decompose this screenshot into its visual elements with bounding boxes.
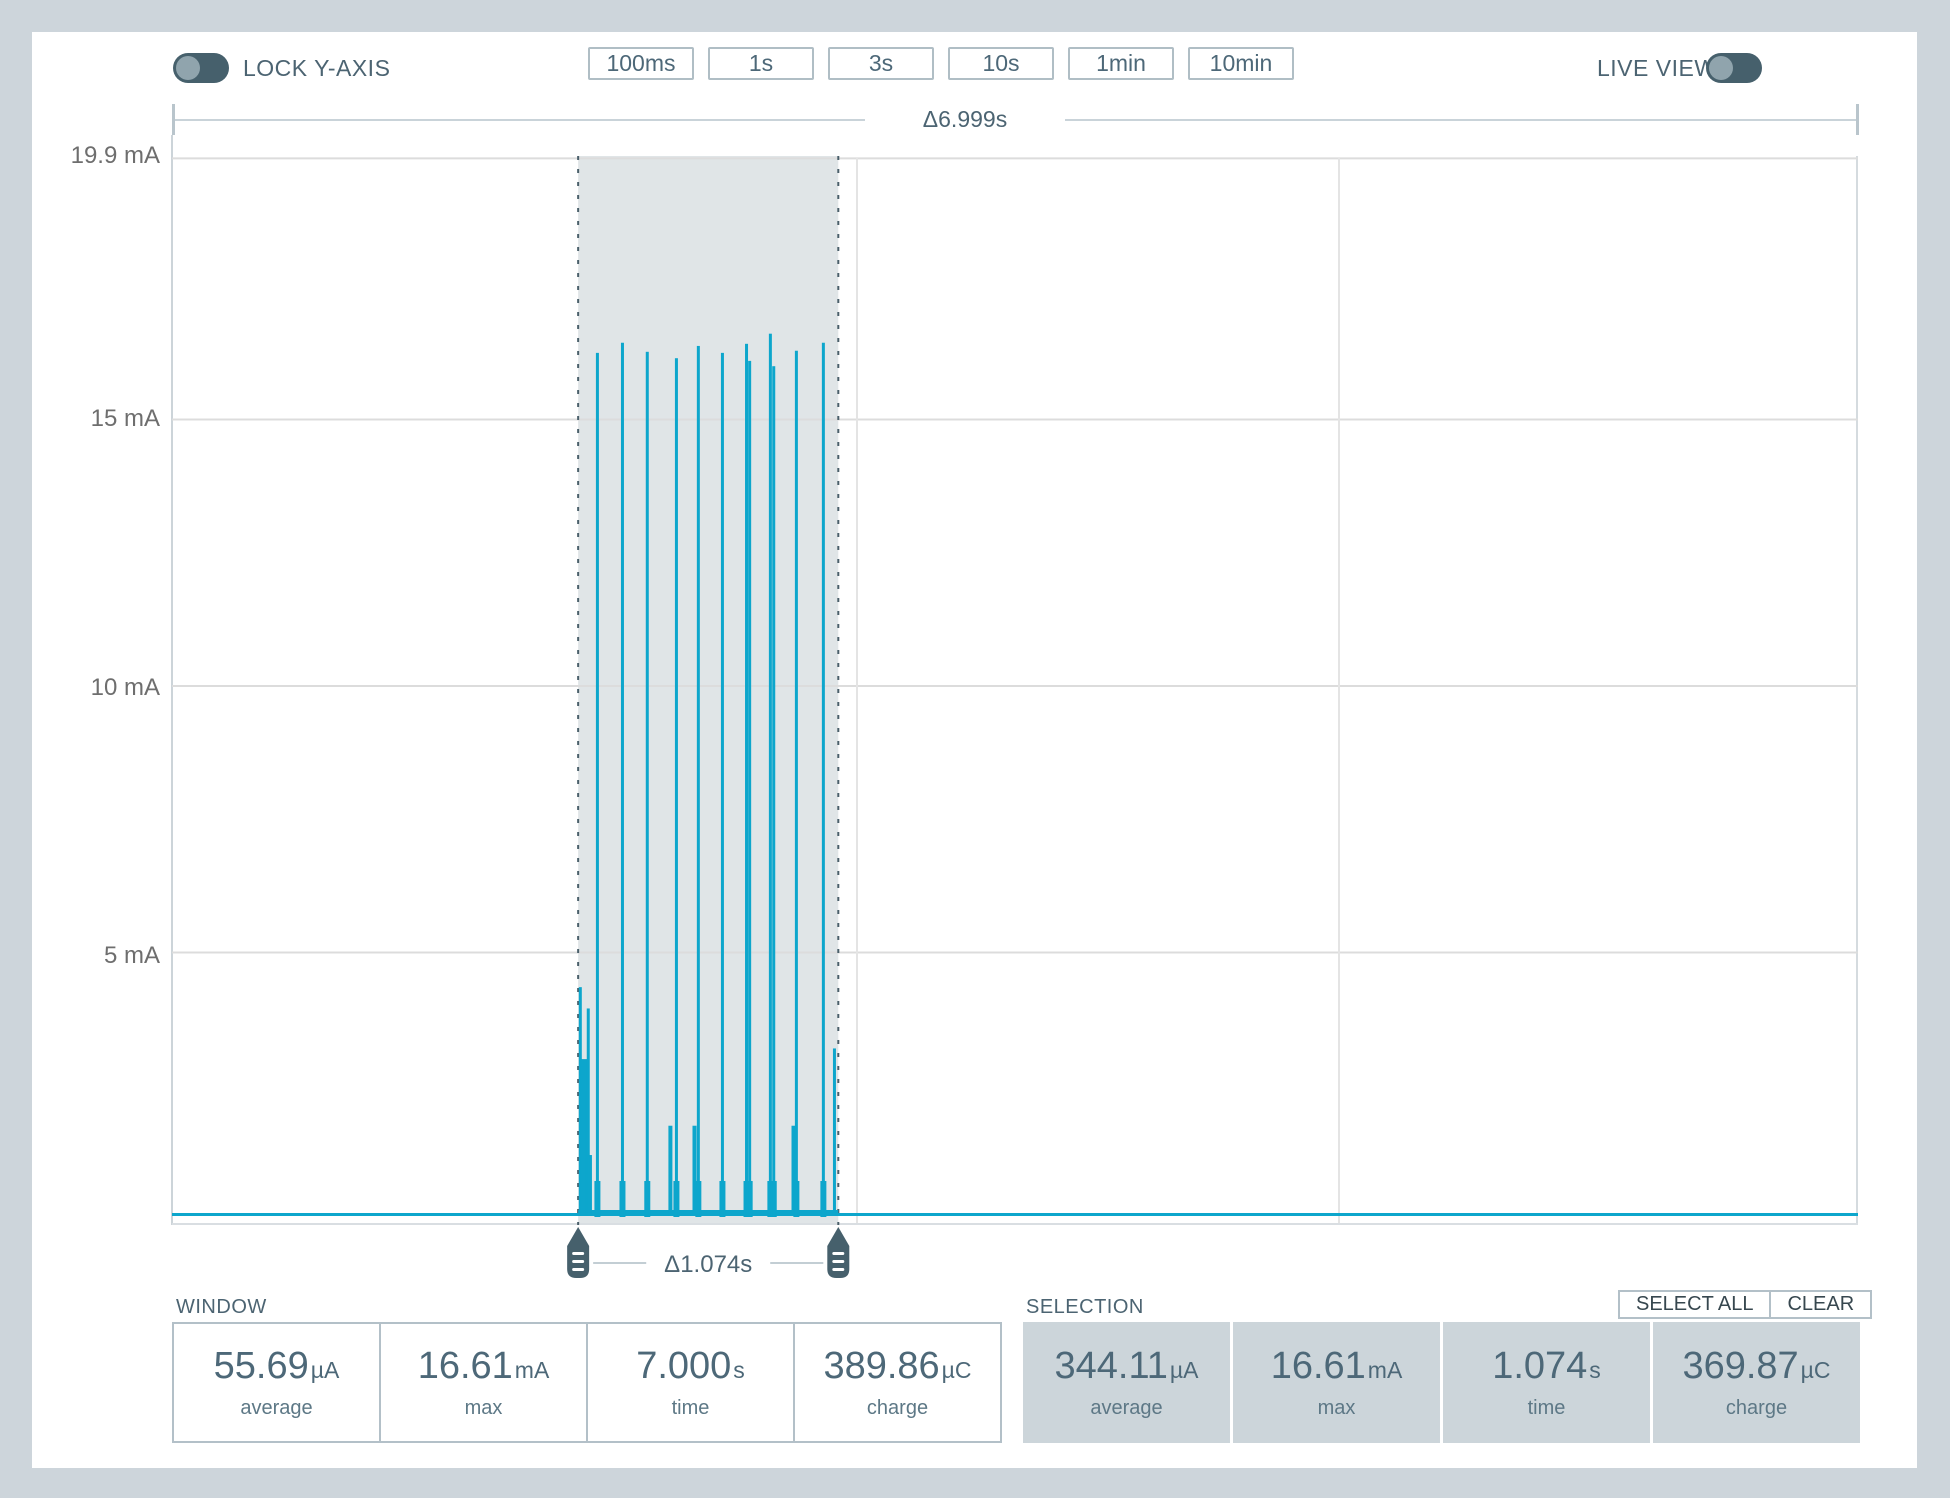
window-duration-buttons: 100ms 1s 3s 10s 1min 10min	[588, 47, 1294, 80]
stat-value: 55.69	[213, 1345, 309, 1387]
stat-unit: µA	[1169, 1357, 1199, 1383]
stat-value: 344.11	[1054, 1345, 1168, 1387]
window-button-10s[interactable]: 10s	[948, 47, 1054, 80]
stat-unit: µC	[941, 1357, 972, 1383]
stat-value: 7.000	[636, 1345, 732, 1387]
window-section-label: WINDOW	[176, 1296, 267, 1318]
handle-grip-line	[572, 1268, 585, 1271]
stat-label: average	[240, 1397, 313, 1419]
live-view-label: LIVE VIEW	[1597, 55, 1717, 81]
window-button-10min[interactable]: 10min	[1188, 47, 1294, 80]
handle-grip-line	[832, 1268, 845, 1271]
window-button-1min[interactable]: 1min	[1068, 47, 1174, 80]
y-tick-label-19-9ma: 19.9 mA	[70, 142, 160, 169]
current-spike	[696, 345, 700, 1216]
current-spike	[748, 360, 752, 1216]
y-tick-label-15ma: 15 mA	[90, 405, 160, 432]
y-axis-line	[171, 135, 173, 1225]
stat-unit: µA	[310, 1357, 340, 1383]
bracket-right-tick	[1856, 104, 1859, 135]
selection-action-buttons: SELECT ALL CLEAR	[1618, 1290, 1873, 1319]
stat-label: charge	[866, 1397, 929, 1419]
y-tick-label-10ma: 10 mA	[90, 674, 160, 701]
handle-grip-line	[832, 1260, 845, 1263]
window-delta-label: Δ6.999s	[865, 105, 1065, 134]
stat-value: 16.61	[1270, 1345, 1366, 1387]
window-button-3s[interactable]: 3s	[828, 47, 934, 80]
current-spike	[720, 352, 724, 1216]
current-spike	[791, 1125, 796, 1216]
stat-unit: s	[733, 1357, 745, 1383]
current-spike	[668, 1125, 673, 1216]
selection-region[interactable]	[578, 156, 839, 1225]
stat-unit: mA	[1367, 1357, 1403, 1383]
clear-button[interactable]: CLEAR	[1769, 1292, 1871, 1317]
stat-label: time	[1527, 1397, 1566, 1419]
bracket-left-tick	[172, 104, 175, 135]
stat-label: average	[1090, 1397, 1163, 1419]
stat-value: 1.074	[1492, 1345, 1588, 1387]
stat-unit: µC	[1800, 1357, 1831, 1383]
current-spike	[794, 350, 798, 1216]
current-spike	[674, 358, 678, 1216]
window-stats-box: 55.69 µA average 16.61 mA max 7.000 s time …	[172, 1322, 1002, 1443]
handle-grip-line	[572, 1260, 585, 1263]
current-trace-baseline	[172, 1213, 1858, 1216]
window-button-100ms[interactable]: 100ms	[588, 47, 694, 80]
window-average-cell: 55.69 µA average	[174, 1324, 379, 1441]
selection-average-cell: 344.11 µA average	[1023, 1322, 1230, 1443]
current-spike	[580, 1059, 588, 1216]
current-spike	[772, 366, 776, 1216]
current-spike	[645, 351, 649, 1216]
window-time-cell: 7.000 s time	[586, 1324, 793, 1441]
current-spike	[587, 1155, 592, 1216]
stat-label: charge	[1725, 1397, 1788, 1419]
current-spike	[585, 1091, 589, 1216]
handle-grip-line	[832, 1252, 845, 1255]
current-spike	[595, 352, 599, 1216]
stat-unit: mA	[514, 1357, 550, 1383]
select-all-button[interactable]: SELECT ALL	[1620, 1292, 1770, 1317]
lock-y-axis-label: LOCK Y-AXIS	[243, 55, 391, 81]
chart-right-border	[1856, 156, 1858, 1225]
stat-label: time	[671, 1397, 710, 1419]
toggle-knob-icon	[1709, 56, 1733, 80]
selection-time-cell: 1.074 s time	[1443, 1322, 1650, 1443]
stat-value: 389.86	[823, 1345, 940, 1387]
stat-label: max	[464, 1397, 503, 1419]
current-chart[interactable]: Δ1.074s	[172, 156, 1858, 1316]
selection-noise-band	[578, 1210, 839, 1216]
selection-stats-box: 344.11 µA average 16.61 mA max 1.074 s time…	[1023, 1322, 1860, 1443]
current-spike	[745, 343, 749, 1217]
current-spike	[692, 1125, 697, 1216]
current-spike	[578, 987, 582, 1216]
handle-grip-line	[572, 1252, 585, 1255]
window-charge-cell: 389.86 µC charge	[793, 1324, 1000, 1441]
current-spike	[832, 1048, 836, 1216]
current-spike	[620, 342, 624, 1216]
current-spike	[768, 333, 772, 1216]
lock-y-axis-toggle[interactable]	[173, 53, 229, 83]
selection-max-cell: 16.61 mA max	[1233, 1322, 1440, 1443]
current-spike	[586, 1008, 590, 1216]
stat-label: max	[1317, 1397, 1356, 1419]
current-spike	[821, 342, 825, 1216]
stat-value: 369.87	[1682, 1345, 1799, 1387]
main-panel	[32, 32, 1917, 1468]
stat-value: 16.61	[417, 1345, 513, 1387]
selection-delta-label: Δ1.074s	[664, 1251, 752, 1278]
stat-unit: s	[1589, 1357, 1601, 1383]
y-tick-label-5ma: 5 mA	[103, 942, 160, 969]
live-view-toggle[interactable]	[1706, 53, 1762, 83]
selection-section-label: SELECTION	[1026, 1296, 1144, 1318]
toggle-knob-icon	[176, 56, 200, 80]
window-max-cell: 16.61 mA max	[379, 1324, 586, 1441]
selection-charge-cell: 369.87 µC charge	[1653, 1322, 1860, 1443]
window-button-1s[interactable]: 1s	[708, 47, 814, 80]
